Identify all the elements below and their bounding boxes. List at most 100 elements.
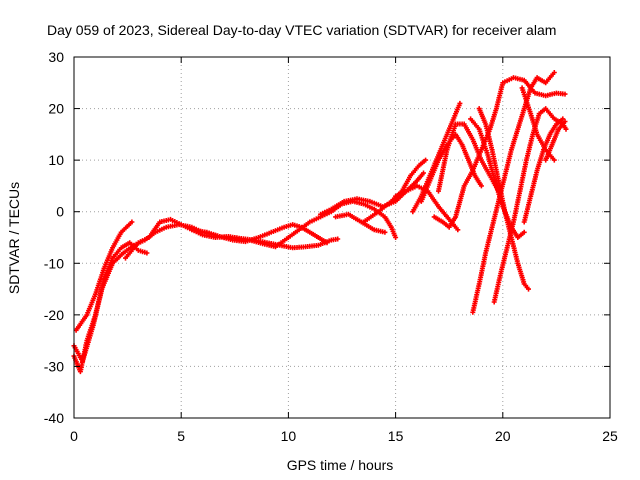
data-point [383, 231, 386, 234]
data-point [298, 228, 301, 231]
data-point [557, 128, 560, 131]
data-point [512, 76, 515, 79]
data-point [94, 293, 97, 296]
data-point [516, 262, 519, 265]
data-point [467, 159, 470, 162]
data-series-track-i [360, 157, 429, 225]
data-point [422, 172, 425, 175]
data-point [424, 159, 427, 162]
data-point [325, 241, 328, 244]
data-point [377, 210, 380, 213]
data-point [317, 236, 320, 239]
data-series-track-n [431, 75, 568, 230]
data-point [480, 148, 483, 151]
data-point [437, 190, 440, 193]
data-point [205, 231, 208, 234]
data-point [416, 184, 419, 187]
data-point [478, 282, 481, 285]
data-point [418, 164, 421, 167]
data-series-track-m [436, 121, 501, 194]
data-point [456, 228, 459, 231]
data-point [446, 148, 449, 151]
data-point [499, 272, 502, 275]
data-point [555, 123, 558, 126]
data-point [120, 231, 123, 234]
data-point [437, 153, 440, 156]
y-tick-label: -10 [44, 255, 64, 271]
data-point [428, 179, 431, 182]
data-point [356, 197, 359, 200]
data-point [111, 246, 114, 249]
data-point [521, 86, 524, 89]
data-point [283, 226, 286, 229]
data-markers [71, 222, 248, 364]
data-point [510, 226, 513, 229]
data-point [544, 94, 547, 97]
data-point [437, 205, 440, 208]
data-point [548, 133, 551, 136]
data-point [218, 235, 221, 238]
data-point [523, 282, 526, 285]
data-point [420, 200, 423, 203]
data-point [334, 215, 337, 218]
y-tick-label: 0 [56, 204, 64, 220]
data-point [111, 257, 114, 260]
data-point [553, 71, 556, 74]
data-point [523, 231, 526, 234]
data-point [446, 133, 449, 136]
data-point [158, 221, 161, 224]
data-point [561, 117, 564, 120]
data-point [75, 329, 78, 332]
data-point [390, 200, 393, 203]
data-point [448, 226, 451, 229]
data-point [137, 241, 140, 244]
data-point [486, 153, 489, 156]
data-point [330, 239, 333, 242]
data-point [538, 112, 541, 115]
chart-title: Day 059 of 2023, Sidereal Day-to-day VTE… [47, 22, 556, 38]
data-point [536, 76, 539, 79]
data-series-track-a [71, 240, 150, 375]
data-point [523, 221, 526, 224]
y-tick-label: 10 [48, 152, 64, 168]
data-point [441, 221, 444, 224]
data-point [555, 92, 558, 95]
data-point [180, 223, 183, 226]
data-point [480, 184, 483, 187]
data-point [463, 184, 466, 187]
data-point [270, 231, 273, 234]
data-point [553, 159, 556, 162]
data-series-track-k [410, 100, 463, 215]
data-point [478, 128, 481, 131]
data-point [169, 218, 172, 221]
data-point [510, 236, 513, 239]
data-point [495, 107, 498, 110]
data-point [516, 236, 519, 239]
data-point [343, 200, 346, 203]
data-series [71, 70, 569, 375]
data-point [471, 311, 474, 314]
y-tick-label: -40 [44, 410, 64, 426]
grid-lines [74, 57, 610, 418]
data-point [124, 257, 127, 260]
data-point [394, 236, 397, 239]
data-point [437, 159, 440, 162]
data-point [454, 123, 457, 126]
data-point [563, 93, 566, 96]
data-point [565, 128, 568, 131]
data-point [433, 215, 436, 218]
x-tick-label: 5 [177, 428, 185, 444]
data-point [454, 112, 457, 115]
data-markers [71, 240, 150, 375]
axis-ticks: 0 5 10 15 20 25 -40 -30 -20 -10 0 10 20 30 [44, 49, 618, 444]
y-tick-label: 30 [48, 49, 64, 65]
y-axis-label: SDTVAR / TECUs [6, 182, 22, 294]
data-point [92, 324, 95, 327]
data-markers [410, 100, 463, 215]
y-tick-label: 20 [48, 101, 64, 117]
data-point [551, 143, 554, 146]
data-point [533, 92, 536, 95]
data-point [454, 133, 457, 136]
data-point [244, 240, 247, 243]
